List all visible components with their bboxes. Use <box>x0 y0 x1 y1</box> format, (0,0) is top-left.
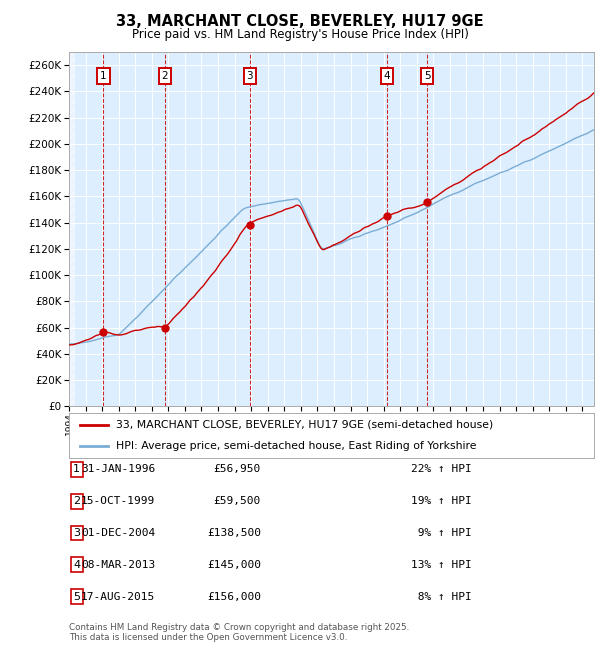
Text: 22% ↑ HPI: 22% ↑ HPI <box>411 464 472 474</box>
Text: 17-AUG-2015: 17-AUG-2015 <box>81 592 155 602</box>
Text: 4: 4 <box>383 71 390 81</box>
Text: 5: 5 <box>424 71 431 81</box>
Text: 2: 2 <box>73 496 80 506</box>
Text: 3: 3 <box>73 528 80 538</box>
Text: 08-MAR-2013: 08-MAR-2013 <box>81 560 155 570</box>
Text: 5: 5 <box>73 592 80 602</box>
Text: 19% ↑ HPI: 19% ↑ HPI <box>411 496 472 506</box>
Text: 4: 4 <box>73 560 80 570</box>
Text: 1: 1 <box>100 71 107 81</box>
Text: 8% ↑ HPI: 8% ↑ HPI <box>411 592 472 602</box>
Text: 33, MARCHANT CLOSE, BEVERLEY, HU17 9GE (semi-detached house): 33, MARCHANT CLOSE, BEVERLEY, HU17 9GE (… <box>116 420 493 430</box>
Text: HPI: Average price, semi-detached house, East Riding of Yorkshire: HPI: Average price, semi-detached house,… <box>116 441 477 451</box>
Text: 3: 3 <box>247 71 253 81</box>
Text: 15-OCT-1999: 15-OCT-1999 <box>81 496 155 506</box>
Text: 13% ↑ HPI: 13% ↑ HPI <box>411 560 472 570</box>
Text: £138,500: £138,500 <box>207 528 261 538</box>
Text: £156,000: £156,000 <box>207 592 261 602</box>
Text: 2: 2 <box>161 71 168 81</box>
Text: 9% ↑ HPI: 9% ↑ HPI <box>411 528 472 538</box>
Text: 1: 1 <box>73 464 80 474</box>
Text: £56,950: £56,950 <box>214 464 261 474</box>
Text: Contains HM Land Registry data © Crown copyright and database right 2025.
This d: Contains HM Land Registry data © Crown c… <box>69 623 409 642</box>
Text: 31-JAN-1996: 31-JAN-1996 <box>81 464 155 474</box>
Text: £59,500: £59,500 <box>214 496 261 506</box>
Text: £145,000: £145,000 <box>207 560 261 570</box>
Text: Price paid vs. HM Land Registry's House Price Index (HPI): Price paid vs. HM Land Registry's House … <box>131 28 469 41</box>
Text: 01-DEC-2004: 01-DEC-2004 <box>81 528 155 538</box>
Text: 33, MARCHANT CLOSE, BEVERLEY, HU17 9GE: 33, MARCHANT CLOSE, BEVERLEY, HU17 9GE <box>116 14 484 29</box>
